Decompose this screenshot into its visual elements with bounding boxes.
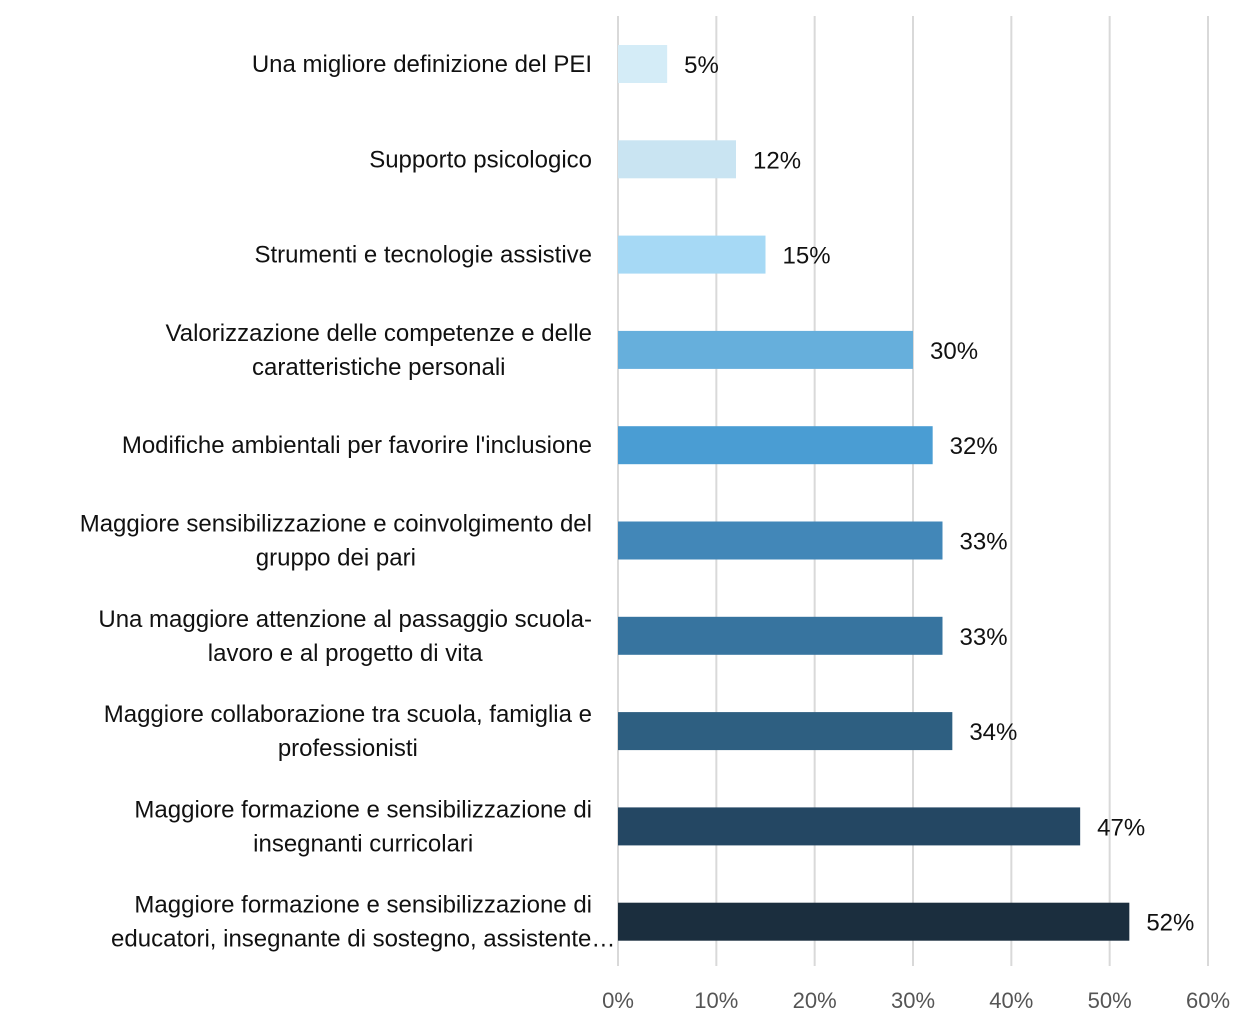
x-tick-label: 50%: [1088, 988, 1132, 1013]
category-label: professionisti: [278, 735, 418, 762]
category-label: Una maggiore attenzione al passaggio scu…: [98, 606, 592, 633]
bar: [618, 426, 933, 465]
bars: [618, 45, 1130, 941]
x-tick-label: 20%: [793, 988, 837, 1013]
x-tick-label: 10%: [694, 988, 738, 1013]
bar: [618, 616, 943, 655]
value-label: 30%: [930, 338, 978, 365]
category-label: Una migliore definizione del PEI: [252, 51, 592, 78]
x-tick-label: 60%: [1186, 988, 1230, 1013]
x-tick-label: 30%: [891, 988, 935, 1013]
value-label: 5%: [684, 52, 719, 79]
category-label: Valorizzazione delle competenze e delle: [166, 320, 592, 347]
category-label: insegnanti curricolari: [253, 830, 473, 857]
category-labels: Una migliore definizione del PEI Supporto…: [80, 51, 616, 953]
category-label: lavoro e al progetto di vita: [208, 640, 483, 667]
category-label: Maggiore collaborazione tra scuola, fami…: [104, 701, 592, 728]
category-label: gruppo dei pari: [256, 545, 416, 572]
x-axis-ticks: 0% 10% 20% 30% 40% 50% 60%: [602, 988, 1230, 1013]
value-labels: 5% 12% 15% 30% 32% 33% 33% 34% 47% 52%: [684, 52, 1194, 937]
value-label: 33%: [960, 624, 1008, 651]
value-label: 15%: [783, 243, 831, 270]
category-label: Maggiore formazione e sensibilizzazione …: [134, 892, 592, 919]
category-label: Maggiore sensibilizzazione e coinvolgime…: [80, 511, 592, 538]
category-label: caratteristiche personali: [252, 354, 505, 381]
bar: [618, 712, 953, 751]
x-tick-label: 40%: [989, 988, 1033, 1013]
category-label: Modifiche ambientali per favorire l'incl…: [122, 432, 592, 459]
x-tick-label: 0%: [602, 988, 634, 1013]
category-label: Supporto psicologico: [369, 146, 592, 173]
bar: [618, 45, 668, 83]
category-label: Maggiore formazione e sensibilizzazione …: [134, 796, 592, 823]
bar: [618, 902, 1130, 941]
bar: [618, 807, 1081, 846]
value-label: 12%: [753, 147, 801, 174]
category-label: Strumenti e tecnologie assistive: [255, 242, 593, 269]
bar: [618, 330, 913, 369]
value-label: 34%: [969, 719, 1017, 746]
value-label: 32%: [950, 433, 998, 460]
bar: [618, 235, 766, 274]
value-label: 33%: [960, 529, 1008, 556]
value-label: 52%: [1146, 910, 1194, 937]
bar: [618, 521, 943, 560]
bar: [618, 140, 736, 179]
category-label: educatori, insegnante di sostegno, assis…: [111, 926, 615, 953]
value-label: 47%: [1097, 814, 1145, 841]
